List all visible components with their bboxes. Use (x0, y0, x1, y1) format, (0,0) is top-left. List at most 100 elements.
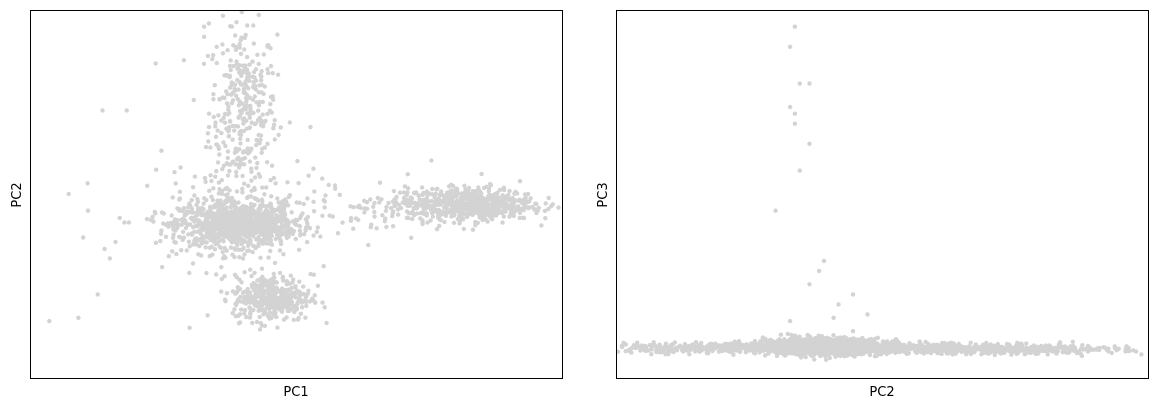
data-point (241, 128, 246, 134)
data-point (416, 202, 421, 207)
data-point (265, 313, 271, 319)
data-point (300, 299, 305, 304)
data-point (237, 255, 242, 260)
data-point (520, 215, 526, 220)
data-point (243, 32, 248, 38)
data-point (252, 270, 257, 276)
data-point (827, 355, 832, 361)
data-point (420, 220, 425, 225)
data-point (221, 209, 227, 215)
data-point (311, 298, 316, 303)
data-point (220, 42, 225, 47)
data-point (240, 290, 246, 296)
data-point (293, 303, 298, 309)
data-point (852, 346, 858, 351)
data-point (238, 101, 244, 106)
data-point (1109, 350, 1115, 356)
data-point (219, 220, 225, 225)
data-point (446, 200, 451, 206)
data-point (238, 294, 243, 300)
data-point (225, 192, 230, 197)
data-point (222, 120, 228, 125)
data-point (287, 298, 292, 303)
data-point (236, 237, 241, 242)
data-point (289, 210, 294, 215)
data-point (201, 24, 207, 29)
data-point (219, 130, 224, 136)
data-point (290, 294, 295, 299)
data-point (250, 97, 256, 102)
data-point (214, 169, 219, 174)
data-point (236, 115, 241, 120)
data-point (161, 211, 166, 216)
data-point (470, 227, 476, 232)
data-point (145, 183, 150, 188)
data-point (232, 86, 237, 92)
data-point (257, 115, 262, 121)
data-point (301, 284, 306, 289)
data-point (159, 264, 165, 270)
data-point (181, 206, 187, 211)
data-point (248, 290, 253, 295)
data-point (262, 231, 267, 236)
data-point (923, 339, 928, 345)
data-point (232, 150, 238, 155)
data-point (205, 224, 210, 229)
data-point (871, 340, 876, 345)
data-point (221, 140, 226, 145)
data-point (219, 265, 224, 270)
data-point (264, 210, 270, 215)
data-point (866, 346, 871, 352)
data-point (232, 272, 238, 277)
data-point (210, 56, 215, 62)
data-point (213, 241, 218, 247)
data-point (181, 235, 187, 240)
data-point (284, 228, 289, 234)
data-point (466, 185, 472, 191)
data-point (304, 303, 309, 309)
data-point (165, 221, 170, 226)
data-point (743, 343, 748, 349)
data-point (247, 305, 252, 310)
data-point (494, 206, 500, 211)
data-point (200, 241, 205, 246)
data-point (665, 349, 671, 354)
data-point (223, 72, 228, 78)
data-point (521, 197, 527, 202)
data-point (379, 197, 384, 202)
data-point (201, 207, 206, 212)
data-point (418, 216, 423, 221)
data-point (245, 137, 250, 143)
data-point (242, 311, 247, 316)
data-point (107, 256, 113, 261)
data-point (517, 179, 523, 184)
data-point (238, 307, 244, 312)
data-point (869, 336, 874, 342)
data-point (179, 222, 184, 227)
data-point (85, 181, 90, 186)
data-point (291, 228, 297, 234)
data-point (293, 217, 298, 223)
data-point (248, 267, 253, 272)
data-point (227, 118, 233, 124)
data-point (224, 248, 229, 253)
data-point (268, 227, 273, 233)
data-point (386, 200, 391, 206)
data-point (100, 108, 105, 113)
data-point (231, 237, 236, 242)
data-point (189, 197, 194, 203)
data-point (253, 217, 259, 222)
data-point (266, 255, 271, 260)
data-point (301, 291, 306, 297)
data-point (241, 211, 247, 216)
data-point (253, 83, 258, 89)
data-point (222, 297, 228, 302)
data-point (232, 128, 237, 133)
data-point (47, 318, 52, 324)
data-point (235, 230, 240, 235)
data-point (809, 353, 815, 358)
data-point (451, 201, 457, 206)
data-point (175, 217, 180, 223)
data-point (169, 213, 174, 218)
data-point (461, 217, 466, 222)
